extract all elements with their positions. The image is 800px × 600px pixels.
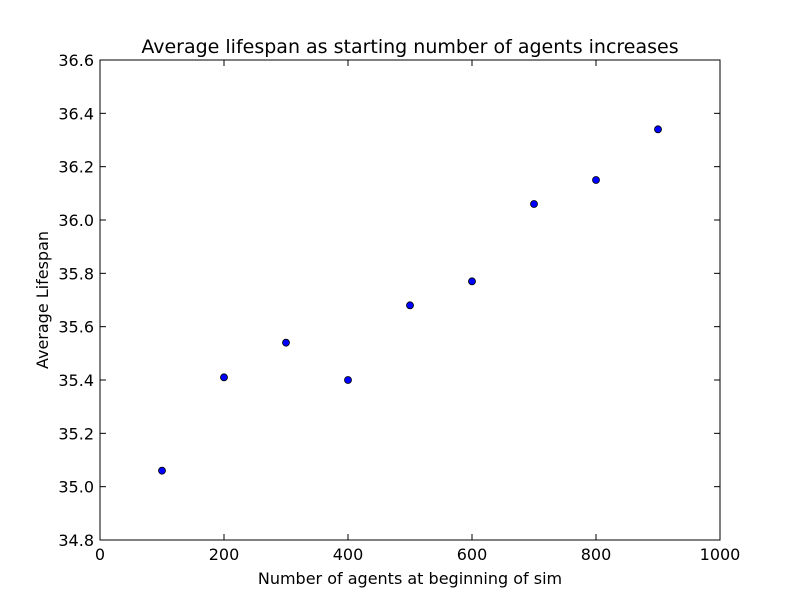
y-tick-label: 34.8 (58, 531, 94, 550)
scatter-point (406, 301, 414, 310)
x-axis-ticks: 0 200 400 600 800 1000 (95, 60, 740, 564)
scatter-point (468, 277, 476, 286)
y-tick-label: 35.6 (58, 318, 94, 337)
scatter-point (282, 338, 290, 347)
x-tick-label: 0 (95, 545, 105, 564)
chart-title: Average lifespan as starting number of a… (141, 36, 678, 58)
x-tick-label: 200 (209, 545, 240, 564)
scatter-point (344, 376, 352, 384)
y-tick-label: 36.6 (58, 51, 94, 70)
x-tick-label: 600 (457, 545, 488, 564)
y-tick-label: 35.0 (58, 478, 94, 497)
y-tick-label: 36.0 (58, 211, 94, 230)
x-tick-label: 400 (333, 545, 364, 564)
y-tick-label: 36.4 (58, 104, 94, 123)
y-tick-label: 35.8 (58, 264, 94, 283)
scatter-point (158, 466, 166, 475)
scatter-point (530, 200, 538, 208)
x-tick-label: 800 (581, 545, 612, 564)
plot-frame (99, 59, 721, 541)
y-tick-label: 36.2 (58, 158, 94, 177)
data-points (158, 125, 662, 475)
x-axis-label: Number of agents at beginning of sim (258, 569, 562, 588)
y-tick-label: 35.2 (58, 424, 94, 443)
scatter-point (592, 176, 600, 184)
scatter-point (220, 373, 228, 382)
scatter-point (654, 125, 662, 134)
y-axis-label: Average Lifespan (33, 231, 52, 369)
y-tick-label: 35.4 (58, 371, 94, 390)
y-axis-ticks: 34.8 35.0 35.2 35.4 35.6 35.8 36.0 36.2 36.4 36.6 (58, 51, 720, 550)
x-tick-label: 1000 (700, 545, 741, 564)
